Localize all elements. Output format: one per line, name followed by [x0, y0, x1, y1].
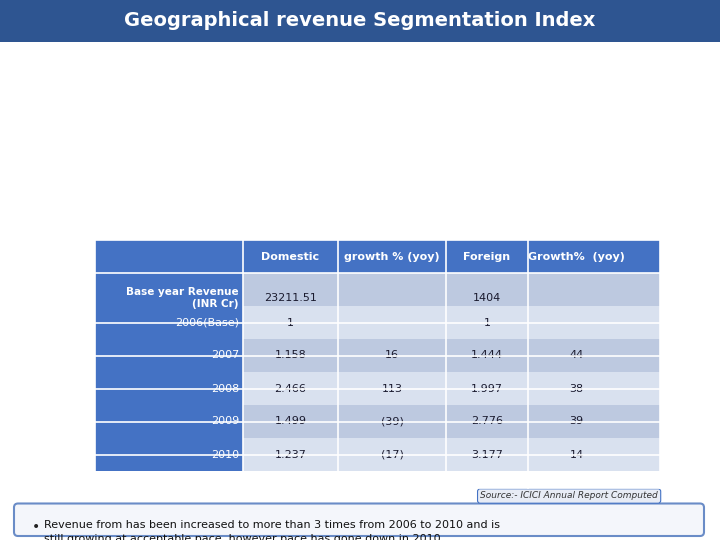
Text: 2007: 2007 — [211, 350, 239, 361]
Text: 1.499: 1.499 — [274, 416, 307, 427]
Text: growth % (yoy): growth % (yoy) — [344, 252, 440, 261]
Text: Source:- ICICI Annual Report Computed: Source:- ICICI Annual Report Computed — [480, 491, 658, 501]
FancyBboxPatch shape — [14, 503, 704, 536]
Bar — [95, 240, 660, 273]
Text: 2010: 2010 — [211, 449, 239, 460]
Bar — [95, 306, 243, 339]
Bar — [95, 438, 243, 471]
Bar — [243, 438, 660, 471]
Text: 2.466: 2.466 — [274, 383, 307, 394]
Text: 1.237: 1.237 — [274, 449, 307, 460]
Bar — [95, 273, 243, 322]
Text: 3.177: 3.177 — [471, 449, 503, 460]
Text: 1.997: 1.997 — [471, 383, 503, 394]
Text: Geographical revenue Segmentation Index: Geographical revenue Segmentation Index — [125, 11, 595, 30]
Text: Base year Revenue
(INR Cr): Base year Revenue (INR Cr) — [127, 287, 239, 309]
Text: 2006(Base): 2006(Base) — [175, 318, 239, 327]
Bar — [243, 339, 660, 372]
Text: 2.776: 2.776 — [471, 416, 503, 427]
Text: Revenue from has been increased to more than 3 times from 2006 to 2010 and is
st: Revenue from has been increased to more … — [44, 519, 500, 540]
Text: 16: 16 — [385, 350, 399, 361]
Text: (17): (17) — [381, 449, 403, 460]
Text: 1404: 1404 — [473, 293, 501, 303]
Text: 14: 14 — [570, 449, 584, 460]
Text: Foreign: Foreign — [464, 252, 510, 261]
Bar — [243, 273, 660, 322]
Text: 44: 44 — [570, 350, 584, 361]
Text: Growth%  (yoy): Growth% (yoy) — [528, 252, 625, 261]
Bar — [243, 372, 660, 405]
Text: 1.444: 1.444 — [471, 350, 503, 361]
Text: 113: 113 — [382, 383, 402, 394]
Text: 1: 1 — [484, 318, 490, 327]
Text: 1: 1 — [287, 318, 294, 327]
Text: •: • — [32, 519, 40, 534]
Text: 23211.51: 23211.51 — [264, 293, 317, 303]
Text: 39: 39 — [570, 416, 584, 427]
Bar — [0, 0, 720, 42]
Text: 1.158: 1.158 — [274, 350, 307, 361]
Text: 2008: 2008 — [211, 383, 239, 394]
Text: (39): (39) — [381, 416, 403, 427]
Text: Domestic: Domestic — [261, 252, 320, 261]
Bar — [95, 405, 243, 438]
Bar — [95, 339, 243, 372]
Bar — [95, 372, 243, 405]
Bar — [243, 405, 660, 438]
Bar — [243, 306, 660, 339]
Text: 38: 38 — [570, 383, 584, 394]
Text: 2009: 2009 — [211, 416, 239, 427]
